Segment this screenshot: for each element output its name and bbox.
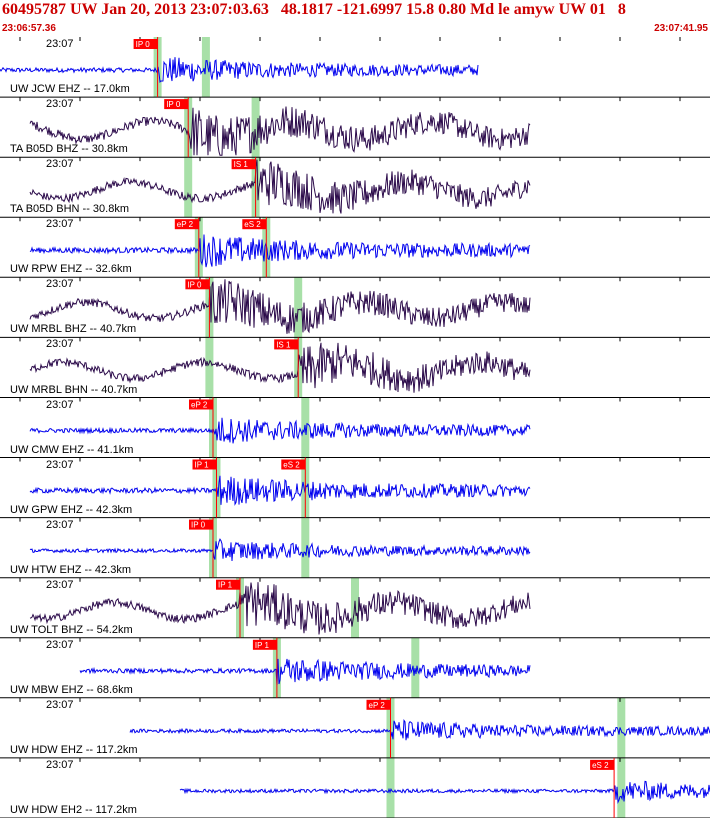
trace-time-label: 23:07: [46, 518, 74, 531]
trace-time-label: 23:07: [46, 698, 74, 711]
trace-station-label: UW MRBL BHZ -- 40.7km: [10, 323, 137, 336]
phase-pick-label: IP 1: [255, 641, 270, 650]
waveform-trace-10: [79, 658, 531, 686]
phase-window-12-0: [386, 757, 395, 818]
trace-station-label: UW MRBL BHN -- 40.7km: [10, 383, 138, 396]
phase-pick-box[interactable]: [174, 219, 199, 230]
phase-pick-box[interactable]: [252, 639, 277, 650]
trace-time-label: 23:07: [46, 458, 74, 471]
phase-pick-box[interactable]: [590, 759, 615, 770]
trace-station-label: UW HDW EHZ -- 117.2km: [10, 743, 138, 756]
trace-station-label: UW GPW EHZ -- 42.3km: [10, 503, 133, 516]
phase-pick-label: eS 2: [283, 461, 300, 470]
phase-window-4-1: [294, 277, 303, 338]
trace-time-label: 23:07: [46, 278, 74, 291]
waveform-trace-9: [29, 582, 531, 635]
phase-pick-label: eS 2: [244, 220, 261, 229]
phase-pick-label: IS 1: [234, 160, 249, 169]
trace-station-label: UW JCW EHZ -- 17.0km: [10, 83, 130, 96]
phase-pick-label: eP 2: [191, 401, 208, 410]
waveform-trace-0: [0, 57, 479, 83]
phase-pick-label: eP 2: [177, 220, 194, 229]
trace-station-label: TA B05D BHZ -- 30.8km: [10, 143, 128, 156]
trace-station-label: UW CMW EHZ -- 41.1km: [10, 443, 134, 456]
phase-pick-box[interactable]: [281, 459, 306, 470]
trace-time-label: 23:07: [46, 638, 74, 651]
phase-pick-label: eS 2: [592, 761, 609, 770]
phase-window-10-1: [411, 637, 420, 698]
waveform-trace-7: [29, 475, 531, 506]
phase-pick-label: IS 1: [276, 340, 291, 349]
waveform-trace-12: [179, 780, 710, 804]
waveform-trace-2: [29, 159, 531, 214]
waveform-trace-4: [29, 279, 531, 334]
phase-window-12-1: [617, 757, 626, 818]
trace-station-label: UW MBW EHZ -- 68.6km: [10, 683, 133, 696]
phase-pick-box[interactable]: [192, 459, 217, 470]
phase-pick-label: IP 0: [136, 40, 151, 49]
window-start-time: 23:06:57.36: [2, 23, 56, 34]
trace-station-label: UW HTW EHZ -- 42.3km: [10, 563, 131, 576]
phase-pick-box[interactable]: [216, 579, 240, 590]
phase-pick-box[interactable]: [189, 399, 213, 410]
phase-pick-label: IP 0: [187, 280, 202, 289]
phase-pick-label: IP 0: [191, 521, 206, 530]
trace-time-label: 23:07: [46, 158, 74, 171]
phase-window-1-1: [251, 97, 260, 158]
phase-pick-box[interactable]: [185, 279, 210, 290]
trace-station-label: UW RPW EHZ -- 32.6km: [10, 263, 132, 276]
phase-pick-box[interactable]: [231, 159, 256, 170]
trace-time-label: 23:07: [46, 578, 74, 591]
phase-pick-box[interactable]: [133, 39, 158, 49]
waveform-trace-1: [29, 106, 531, 156]
phase-pick-label: IP 0: [166, 100, 181, 109]
trace-time-label: 23:07: [46, 98, 74, 111]
phase-window-11-1: [617, 697, 626, 758]
waveform-trace-8: [29, 538, 531, 562]
phase-pick-label: eP 2: [369, 701, 386, 710]
trace-time-label: 23:07: [46, 758, 74, 771]
phase-pick-box[interactable]: [242, 219, 267, 230]
trace-station-label: UW HDW EH2 -- 117.2km: [10, 804, 137, 816]
event-title: 60495787 UW Jan 20, 2013 23:07:03.63 48.…: [2, 1, 626, 18]
phase-pick-label: IP 1: [218, 581, 233, 590]
phase-pick-box[interactable]: [366, 699, 391, 710]
waveform-trace-3: [29, 234, 531, 268]
trace-time-label: 23:07: [46, 398, 74, 411]
waveform-trace-6: [29, 417, 531, 444]
trace-time-label: 23:07: [46, 38, 74, 50]
trace-time-label: 23:07: [46, 218, 74, 231]
phase-pick-box[interactable]: [274, 339, 299, 350]
seismogram-panel: IP 0 IP 0 IS 1 eP 2 eS 2 IP 0 IS 1 eP 2 IP 1 eS 2…: [0, 37, 710, 818]
waveform-trace-11: [129, 718, 710, 741]
event-header: 60495787 UW Jan 20, 2013 23:07:03.63 48.…: [0, 0, 710, 37]
phase-pick-box[interactable]: [164, 99, 189, 110]
waveform-canvas: IP 0 IP 0 IS 1 eP 2 eS 2 IP 0 IS 1 eP 2 IP 1 eS 2…: [0, 37, 710, 818]
trace-station-label: TA B05D BHN -- 30.8km: [10, 203, 129, 216]
waveform-trace-5: [29, 342, 531, 393]
phase-pick-label: IP 1: [195, 461, 210, 470]
trace-time-label: 23:07: [46, 338, 74, 351]
window-end-time: 23:07:41.95: [654, 23, 708, 34]
phase-window-8-1: [301, 517, 310, 578]
phase-window-2-0: [184, 157, 193, 218]
trace-station-label: UW TOLT BHZ -- 54.2km: [10, 623, 133, 636]
phase-window-5-0: [205, 337, 214, 398]
phase-pick-box[interactable]: [189, 519, 213, 530]
